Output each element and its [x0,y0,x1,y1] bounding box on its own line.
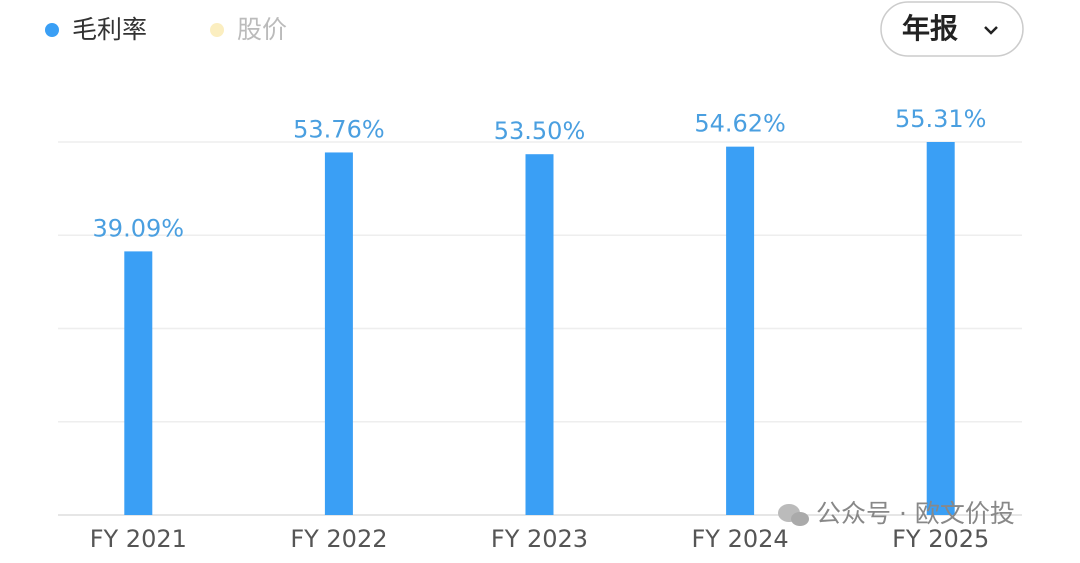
bar [726,146,755,515]
plot: 毛利率 股价 FY 2021 FY 2022 FY 2023 FY 2024 FY 2025… [45,15,1022,553]
data-label: 53.76% [293,115,385,143]
legend-label: 毛利率 [72,15,147,44]
legend-label: 股价 [237,15,287,44]
period-dropdown[interactable]: 年报 [880,1,1024,57]
watermark-text: 公众号 · 欧文价投 [816,499,1015,528]
watermark: 公众号 · 欧文价投 [778,499,1015,528]
x-tick-label: FY 2025 [892,525,989,553]
x-tick-label: FY 2021 [90,525,187,553]
data-label: 54.62% [694,110,786,138]
bar [124,251,153,515]
x-tick-label: FY 2022 [290,525,387,553]
bar [525,154,554,515]
bar [926,142,955,515]
legend-marker [45,23,59,37]
chevron[interactable] [984,26,998,35]
legend-marker [210,23,225,37]
x-tick-label: FY 2023 [491,525,588,553]
x-tick-label: FY 2024 [692,525,789,553]
dropdown-box[interactable] [880,1,1024,57]
wechat-icon [791,512,809,526]
bar [324,152,353,516]
data-label: 53.50% [494,117,586,145]
dropdown-label[interactable]: 年报 [902,12,958,45]
data-label: 55.31% [895,105,987,133]
data-label: 39.09% [93,214,185,242]
